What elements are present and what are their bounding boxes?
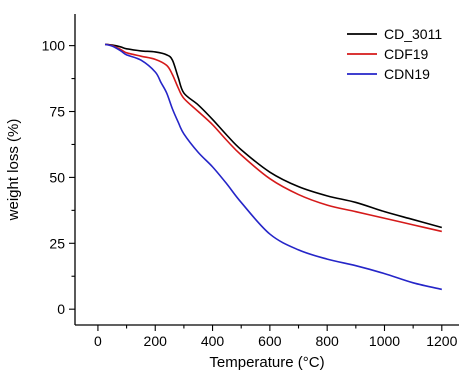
series-line-cdf19 xyxy=(104,43,442,233)
series-line-cd-3011 xyxy=(105,43,443,229)
x-tick-label: 200 xyxy=(144,333,168,349)
y-tick-label: 25 xyxy=(49,235,65,251)
x-tick-label: 1000 xyxy=(369,333,400,349)
legend-label: CDN19 xyxy=(384,66,430,82)
x-ticks: 0 200 400 600 800 1000 1200 xyxy=(94,325,458,349)
legend-label: CD_3011 xyxy=(384,26,442,42)
y-tick-label: 0 xyxy=(57,301,65,317)
x-tick-label: 1200 xyxy=(426,333,457,349)
x-tick-label: 800 xyxy=(315,333,339,349)
y-ticks: 0 25 50 75 100 xyxy=(42,38,75,317)
series-lines xyxy=(104,43,443,291)
legend: CD_3011 CDF19 CDN19 xyxy=(347,26,442,82)
x-tick-label: 400 xyxy=(201,333,225,349)
y-tick-label: 100 xyxy=(42,38,66,54)
series-line-cdn19 xyxy=(104,43,442,291)
x-tick-label: 0 xyxy=(94,333,102,349)
legend-label: CDF19 xyxy=(384,46,429,62)
y-tick-label: 75 xyxy=(49,104,65,120)
plot-axes xyxy=(74,14,459,326)
x-tick-label: 600 xyxy=(258,333,282,349)
x-axis-label: Temperature (°C) xyxy=(209,354,324,371)
y-axis-label: weight loss (%) xyxy=(5,119,22,222)
y-tick-label: 50 xyxy=(49,169,65,185)
